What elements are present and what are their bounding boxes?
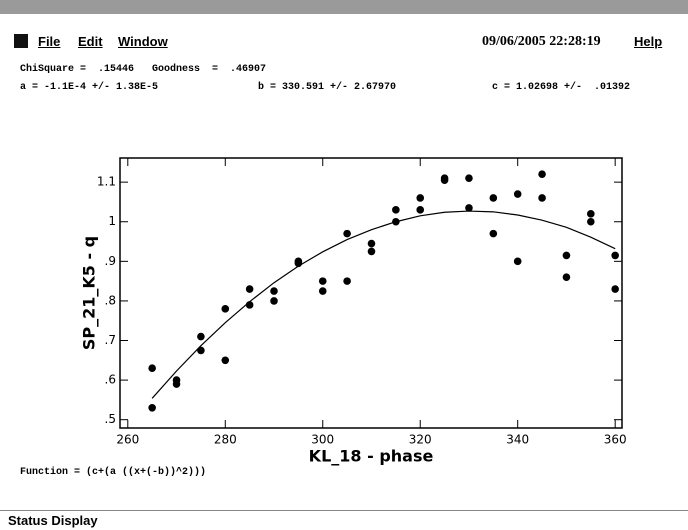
data-point: [587, 210, 595, 218]
data-point: [489, 229, 498, 238]
menu-window[interactable]: Window: [118, 34, 168, 49]
data-point: [343, 229, 351, 238]
data-point: [172, 380, 181, 388]
y-tick-label: .6: [105, 373, 116, 387]
data-point: [197, 332, 205, 341]
data-point: [343, 277, 351, 285]
menu-edit[interactable]: Edit: [78, 34, 103, 49]
data-point: [513, 257, 522, 266]
data-point: [318, 277, 327, 285]
y-tick-label: .8: [105, 293, 116, 307]
data-point: [416, 194, 425, 202]
data-point: [318, 287, 327, 295]
data-point: [270, 287, 278, 295]
data-point: [392, 206, 400, 214]
data-point: [148, 364, 156, 373]
data-point: [538, 170, 546, 179]
fit-stats: ChiSquare = .15446 Goodness = .46907: [20, 64, 267, 75]
function-text: Function = (c+(a ((x+(-b))^2))): [20, 467, 207, 478]
plot-frame: [119, 157, 623, 429]
app-icon: [14, 34, 28, 48]
data-point: [489, 194, 498, 202]
data-point: [245, 285, 254, 293]
data-point: [611, 251, 619, 260]
x-tick-label: 360: [604, 433, 627, 447]
y-axis-label: SP_21_K5 - q: [80, 236, 99, 350]
data-point: [611, 285, 619, 293]
fit-curve: [151, 210, 616, 399]
menu-help[interactable]: Help: [634, 34, 663, 49]
param-a: a = -1.1E-4 +/- 1.38E-5: [20, 82, 159, 93]
y-tick-label: 1: [108, 214, 116, 228]
y-tick-label: .7: [105, 333, 116, 347]
y-tick-label: .5: [105, 412, 116, 426]
data-point: [513, 190, 522, 198]
x-tick-label: 300: [311, 433, 334, 447]
data-point: [367, 239, 376, 248]
data-point: [562, 273, 571, 281]
x-tick-label: 280: [214, 433, 237, 447]
x-tick-label: 340: [506, 433, 529, 447]
data-point: [148, 404, 156, 412]
menu-file[interactable]: File: [38, 34, 61, 49]
data-point: [562, 251, 571, 260]
data-point: [587, 217, 595, 226]
datetime: 09/06/2005 22:28:19: [482, 34, 601, 49]
x-axis-label: KL_18 - phase: [309, 447, 434, 466]
data-point: [270, 297, 278, 305]
y-tick-label: .9: [105, 254, 116, 268]
data-point: [465, 204, 473, 212]
data-point: [197, 346, 205, 355]
x-tick-label: 260: [116, 433, 139, 447]
param-c: c = 1.02698 +/- .01392: [492, 82, 631, 93]
data-point: [221, 356, 230, 365]
status-bar: Status Display: [0, 510, 688, 530]
data-point: [538, 194, 546, 202]
data-point: [416, 206, 425, 214]
data-point: [367, 247, 376, 256]
status-text: Status Display: [8, 513, 98, 528]
title-bar: [0, 0, 688, 14]
param-b: b = 330.591 +/- 2.67970: [258, 82, 397, 93]
data-point: [440, 176, 449, 184]
y-tick-label: 1.1: [97, 175, 116, 189]
menu-bar: File Edit Window 09/06/2005 22:28:19 Hel…: [0, 30, 688, 52]
x-tick-label: 320: [409, 433, 432, 447]
data-point: [221, 305, 230, 313]
data-point: [465, 174, 473, 182]
